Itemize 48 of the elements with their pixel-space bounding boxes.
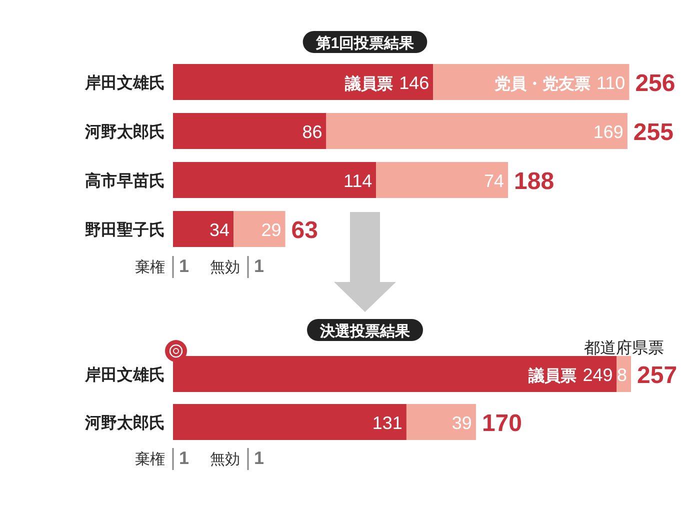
bar: [173, 356, 617, 392]
data-label: 86: [302, 122, 322, 142]
chart-title: 決選投票結果: [319, 323, 411, 340]
data-label: 34: [210, 220, 230, 240]
bar: [173, 211, 234, 247]
total-label: 63: [291, 217, 318, 244]
y-tick-label: 岸田文雄氏: [84, 366, 165, 384]
total-label: 257: [637, 362, 678, 389]
total-label: 256: [635, 70, 676, 97]
text: 無効: [210, 259, 240, 276]
text: 棄権: [135, 259, 165, 276]
data-label: 169: [593, 122, 624, 142]
data-label: 146: [399, 73, 430, 93]
data-label: 110: [596, 73, 626, 93]
data-label: 74: [484, 171, 504, 191]
text: 1: [179, 448, 190, 468]
data-label: 131: [372, 413, 402, 433]
total-label: 170: [482, 410, 522, 437]
text: 1: [254, 448, 264, 468]
data-label: 249: [582, 365, 613, 385]
text: 1: [179, 256, 190, 276]
bar: [234, 211, 286, 247]
y-tick-label: 河野太郎氏: [84, 122, 165, 141]
series-label: 党員・党友票: [494, 75, 591, 93]
data-label: 114: [343, 171, 372, 191]
y-tick-label: 河野太郎氏: [84, 413, 165, 432]
y-tick-label: 高市早苗氏: [85, 171, 165, 190]
total-label: 188: [514, 168, 554, 195]
text: 無効: [210, 451, 240, 468]
y-tick-label: 岸田文雄氏: [84, 74, 165, 92]
bar: [406, 404, 476, 440]
text: 1: [254, 256, 264, 276]
bar: [173, 162, 376, 198]
series-label: 議員票: [528, 367, 577, 385]
bar: [173, 404, 406, 440]
bar: [376, 162, 508, 198]
chart-title: 第1回投票結果: [314, 35, 416, 52]
bar: [173, 113, 326, 149]
bar: [173, 64, 434, 100]
bar: [326, 113, 628, 149]
series-label: 議員票: [344, 75, 394, 93]
text: 棄権: [135, 451, 165, 468]
y-tick-label: 野田聖子氏: [85, 221, 165, 239]
series-label: 都道府県票: [584, 339, 664, 357]
data-label: 8: [616, 365, 627, 385]
data-label: 39: [452, 413, 472, 433]
total-label: 255: [633, 119, 674, 146]
data-label: 29: [261, 220, 282, 240]
